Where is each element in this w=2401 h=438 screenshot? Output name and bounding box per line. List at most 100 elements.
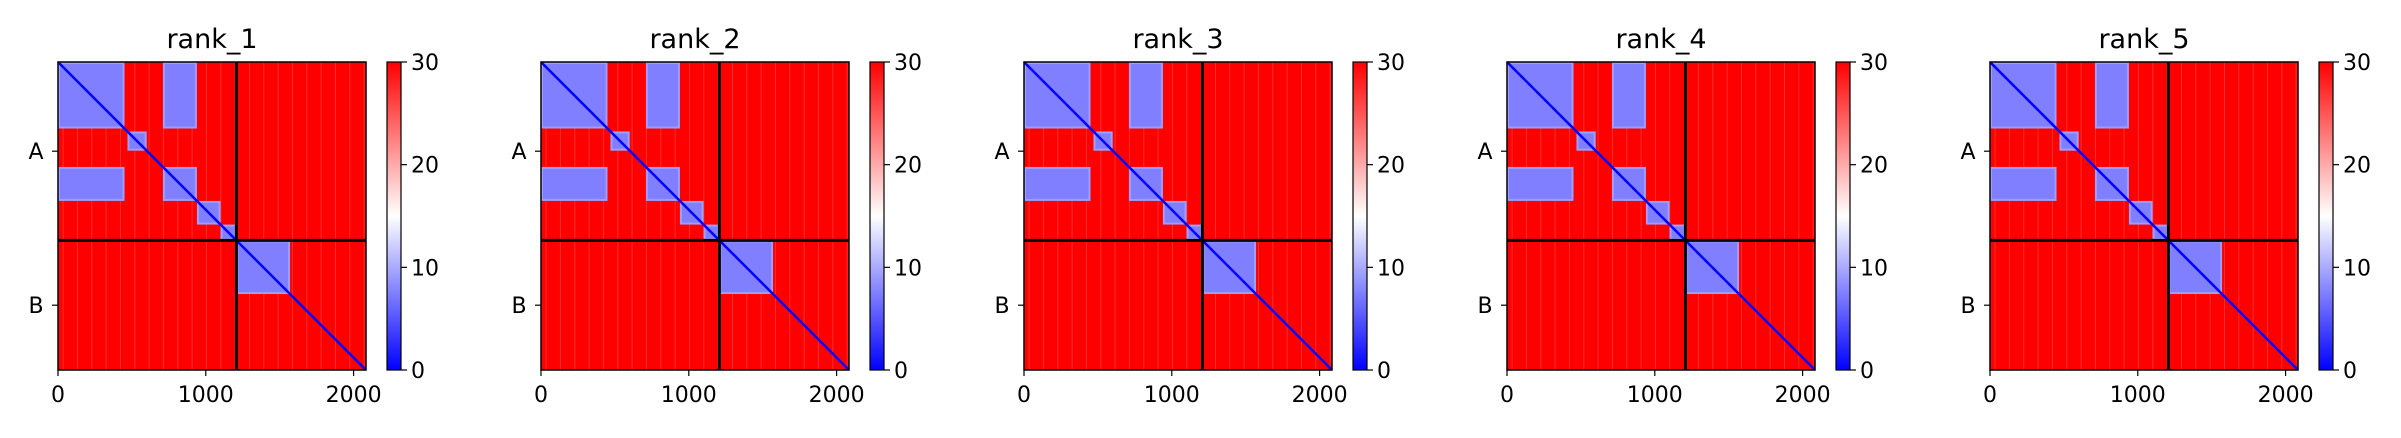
pae-streak (306, 62, 308, 370)
pae-block-core (647, 64, 678, 127)
pae-streak (1611, 62, 1613, 370)
x-tick-label: 2000 (809, 383, 865, 408)
y-tick-label: B (1960, 294, 1975, 319)
pae-streak (774, 62, 776, 370)
pae-streak (832, 62, 834, 370)
pae-streak (817, 62, 819, 370)
pae-streak (846, 62, 848, 370)
pae-streak (320, 62, 322, 370)
colorbar-tick-label: 0 (411, 359, 425, 384)
colorbar-tick-label: 20 (2343, 154, 2371, 179)
pae-panel-2: rank_2 A B 0 1000 2000 0 10 20 30 (511, 24, 922, 408)
panel-title: rank_2 (649, 24, 740, 55)
pae-streak (1669, 62, 1671, 370)
pae-streak (105, 62, 107, 370)
y-tick-label: A (28, 140, 43, 165)
pae-streak (1186, 62, 1188, 370)
colorbar-tick-label: 0 (1860, 359, 1874, 384)
x-tick-label: 0 (1017, 383, 1031, 408)
pae-streak (674, 62, 676, 370)
pae-streak (2252, 62, 2254, 370)
colorbar (1835, 61, 1851, 371)
x-tick-label: 2000 (326, 383, 382, 408)
pae-streak (1511, 62, 1513, 370)
pae-block-core (1509, 168, 1572, 199)
x-tick-label: 2000 (1292, 383, 1348, 408)
pae-streak (1042, 62, 1044, 370)
pae-streak (1071, 62, 1073, 370)
pae-streak (2209, 62, 2211, 370)
pae-streak (631, 62, 633, 370)
pae-streak (1214, 62, 1216, 370)
pae-streak (588, 62, 590, 370)
pae-streak (789, 62, 791, 370)
pae-streak (2295, 62, 2297, 370)
pae-streak (1243, 62, 1245, 370)
pae-streak (1525, 62, 1527, 370)
pae-streak (1798, 62, 1800, 370)
y-tick-label: A (994, 140, 1009, 165)
pae-streak (2238, 62, 2240, 370)
colorbar (2318, 61, 2334, 371)
pae-streak (191, 62, 193, 370)
colorbar-tick-label: 0 (894, 359, 908, 384)
pae-streak (2266, 62, 2268, 370)
pae-streak (62, 62, 64, 370)
pae-block-core (1026, 168, 1089, 199)
pae-panel-1: rank_1 A B 0 1000 2000 0 10 20 30 (28, 24, 439, 408)
pae-streak (1128, 62, 1130, 370)
pae-streak (76, 62, 78, 370)
pae-streak (645, 62, 647, 370)
pae-streak (2195, 62, 2197, 370)
pae-block-core (164, 64, 195, 127)
pae-streak (602, 62, 604, 370)
pae-streak (334, 62, 336, 370)
pae-streak (2066, 62, 2068, 370)
pae-streak (1726, 62, 1728, 370)
pae-streak (1329, 62, 1331, 370)
pae-streak (2109, 62, 2111, 370)
y-tick-label: A (1960, 140, 1975, 165)
pae-streak (574, 62, 576, 370)
x-tick-label: 1000 (1627, 383, 1683, 408)
pae-diagonal (57, 61, 367, 371)
pae-streak (1712, 62, 1714, 370)
pae-streak (559, 62, 561, 370)
colorbar-tick-label: 10 (1377, 256, 1405, 281)
pae-diagonal (540, 61, 850, 371)
pae-streak (1755, 62, 1757, 370)
pae-streak (1315, 62, 1317, 370)
x-tick-label: 0 (1983, 383, 1997, 408)
pae-streak (731, 62, 733, 370)
x-tick-label: 1000 (2110, 383, 2166, 408)
pae-streak (1229, 62, 1231, 370)
pae-streak (1157, 62, 1159, 370)
pae-streak (2080, 62, 2082, 370)
pae-streak (1697, 62, 1699, 370)
pae-streak (1100, 62, 1102, 370)
pae-streak (2023, 62, 2025, 370)
pae-streak (1143, 62, 1145, 370)
pae-panel-3: rank_3 A B 0 1000 2000 0 10 20 30 (994, 24, 1405, 408)
colorbar (386, 61, 402, 371)
pae-panel-5: rank_5 A B 0 1000 2000 0 10 20 30 (1960, 24, 2371, 408)
y-tick-label: B (28, 294, 43, 319)
pae-streak (617, 62, 619, 370)
pae-streak (263, 62, 265, 370)
plot-frame (1506, 61, 1816, 371)
x-tick-label: 1000 (1144, 383, 1200, 408)
pae-streak (545, 62, 547, 370)
plot-frame (540, 61, 850, 371)
pae-streak (1783, 62, 1785, 370)
x-tick-label: 2000 (2258, 383, 2314, 408)
pae-streak (119, 62, 121, 370)
x-tick-label: 1000 (661, 383, 717, 408)
pae-block-core (543, 168, 606, 199)
pae-streak (1597, 62, 1599, 370)
pae-streak (248, 62, 250, 370)
pae-streak (91, 62, 93, 370)
colorbar-tick-label: 30 (2343, 51, 2371, 76)
y-tick-label: B (1477, 294, 1492, 319)
colorbar (1352, 61, 1368, 371)
